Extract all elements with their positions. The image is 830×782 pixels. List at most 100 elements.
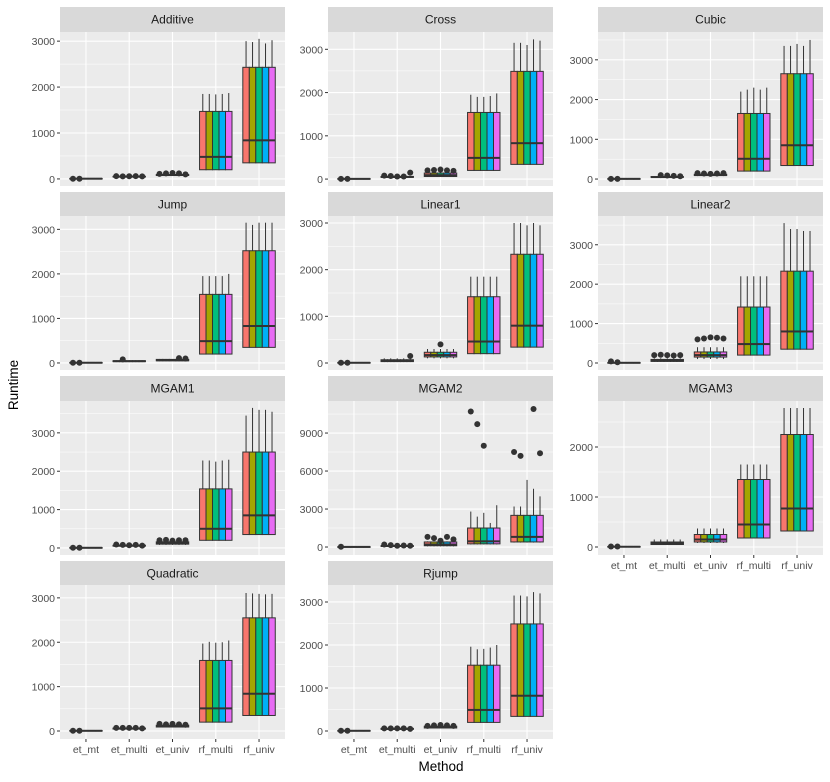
outlier-point [437, 721, 444, 728]
box [743, 112, 752, 172]
outlier-point [657, 351, 664, 358]
outlier-point [707, 170, 714, 177]
box-et_multi-group5 [138, 360, 146, 363]
outlier-point [664, 172, 671, 179]
outlier-point [431, 535, 438, 542]
box-rf_univ-group3 [793, 408, 801, 532]
y-tick-label: 0 [317, 174, 323, 186]
y-tick-label: 1000 [570, 492, 594, 504]
box-et_multi-group1 [650, 539, 658, 545]
box-rf_univ-group5 [806, 230, 814, 350]
box-et_mt-group3 [82, 177, 90, 180]
box-et_univ-group5 [449, 349, 458, 359]
outlier-point [126, 724, 133, 731]
box-et_multi-group3 [663, 172, 671, 179]
x-tick-label: et_multi [111, 744, 148, 756]
box-et_multi-group1 [650, 352, 658, 362]
box-et_mt-group4 [88, 729, 97, 732]
y-tick-label: 0 [587, 174, 593, 186]
box [806, 270, 814, 350]
outlier-point [607, 358, 614, 365]
box [212, 293, 220, 355]
outlier-point [169, 720, 176, 727]
box-et_univ-group2 [430, 535, 438, 547]
x-tick-label: rf_univ [243, 744, 275, 756]
y-tick-label: 3000 [300, 504, 324, 516]
outlier-point [400, 542, 407, 549]
box-et_mt-group3 [82, 361, 90, 364]
outlier-point [69, 544, 76, 551]
box [480, 664, 488, 723]
outlier-point [677, 352, 684, 359]
box-et_mt-group3 [620, 177, 628, 180]
box-et_multi-group2 [656, 351, 665, 362]
box-et_mt-group4 [356, 729, 365, 732]
box-et_univ-group1 [155, 537, 164, 545]
box-rf_univ-group5 [806, 39, 814, 167]
box [536, 253, 544, 348]
outlier-point [437, 341, 444, 348]
outlier-point [443, 167, 450, 174]
box-et_mt-group1 [607, 358, 615, 365]
outlier-point [387, 725, 394, 732]
box-et_multi-group3 [125, 542, 133, 549]
strip-label: MGAM1 [150, 382, 194, 396]
box [218, 488, 227, 541]
box-et_mt-group2 [75, 175, 84, 182]
box [510, 253, 518, 348]
box [510, 623, 518, 717]
box-et_multi-group5 [138, 542, 146, 549]
box-et_univ-group2 [162, 170, 170, 177]
box-et_univ-group5 [449, 722, 458, 729]
box-rf_multi-group5 [493, 93, 501, 171]
box [493, 664, 501, 723]
box [486, 111, 495, 171]
box-et_mt-group2 [75, 727, 84, 734]
outlier-point [480, 442, 487, 449]
strip-label: Linear1 [420, 198, 460, 212]
outlier-point [344, 175, 351, 182]
strip-label: Quadratic [146, 567, 198, 581]
outlier-point [677, 173, 684, 180]
strip-background [60, 561, 285, 585]
outlier-point [437, 537, 444, 544]
outlier-point [664, 352, 671, 359]
box [218, 293, 227, 355]
outlier-point [76, 544, 83, 551]
box [750, 479, 758, 539]
outlier-point [156, 537, 163, 544]
outlier-point [337, 359, 344, 366]
box [750, 306, 758, 356]
x-tick-label: rf_univ [781, 560, 813, 572]
strip-background [60, 376, 285, 401]
box-et_multi-group5 [676, 539, 684, 545]
box [756, 306, 765, 356]
box-et_univ-group1 [693, 336, 702, 360]
box [493, 527, 501, 545]
box [205, 488, 214, 541]
panel-cubic: Cubic 0 1000 2000 3000 [570, 7, 823, 186]
box [486, 296, 495, 355]
outlier-point [437, 166, 444, 173]
box [793, 73, 801, 167]
box-et_multi-group2 [386, 173, 395, 180]
box [199, 659, 207, 723]
outlier-point [132, 724, 139, 731]
box-et_mt-group2 [343, 545, 352, 548]
outlier-point [76, 359, 83, 366]
y-tick-label: 0 [49, 358, 55, 370]
y-tick-label: 1000 [300, 311, 324, 323]
box-et_multi-group5 [138, 725, 146, 732]
box [713, 534, 721, 543]
box [255, 617, 263, 716]
box-et_mt-group4 [88, 546, 97, 549]
box [225, 488, 233, 541]
panel-additive: Additive 0 1000 2000 3000 [32, 7, 285, 186]
box [242, 617, 250, 716]
y-tick-label: 2000 [570, 442, 594, 454]
box-et_mt-group5 [95, 177, 103, 180]
y-tick-label: 0 [49, 543, 55, 555]
panel-rjump: Rjump 0 1000 2000 3000 et_mt et_multi et_univ rf… [300, 561, 553, 756]
y-tick-label: 3000 [300, 44, 324, 56]
